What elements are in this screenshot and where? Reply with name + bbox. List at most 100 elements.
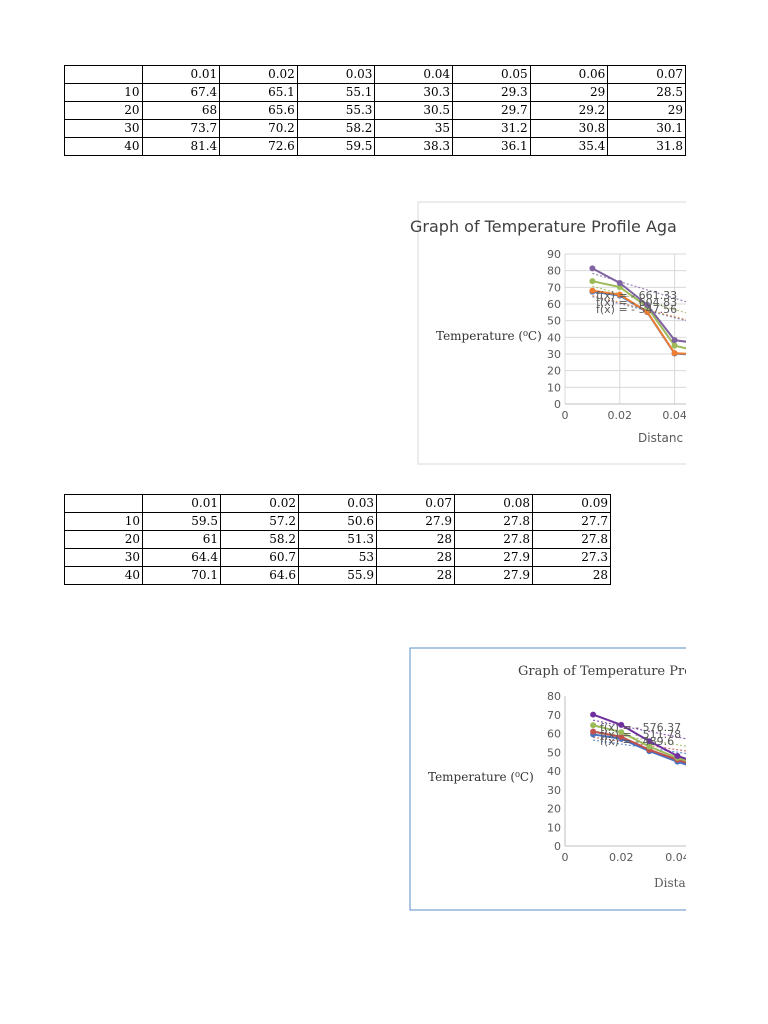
y-tick-label: 70 [547, 709, 561, 722]
chart-2: Graph of Temperature Profile Temperature … [409, 647, 686, 911]
y-tick-label: 30 [547, 348, 561, 361]
table-cell: 36.1 [452, 137, 531, 156]
table-cell: 0.06 [529, 65, 609, 84]
trendline-equation: f(x) = - 604.83 [596, 296, 677, 309]
table-cell: 30.1 [607, 119, 686, 138]
table-cell: 50.6 [298, 512, 377, 531]
x-axis-label: Distanc [638, 431, 683, 445]
table-cell: 70.2 [219, 119, 298, 138]
y-tick-label: 20 [547, 803, 561, 816]
table-cell: 27.3 [532, 548, 611, 567]
table-cell: 61 [142, 530, 221, 549]
table-cell: 27.8 [532, 530, 611, 549]
table-cell: 59.5 [142, 512, 221, 531]
y-tick-label: 90 [547, 248, 561, 261]
x-tick-label: 0.04 [662, 409, 686, 422]
data-point [589, 265, 596, 272]
chart-title: Graph of Temperature Profile Aga [410, 217, 677, 236]
x-tick-label: 0.04 [665, 851, 686, 864]
table-cell: 31.8 [607, 137, 686, 156]
table-row: 20 61 58.2 51.3 28 27.8 27.8 [64, 530, 611, 549]
table-cell: 28 [532, 566, 611, 585]
table-row: 10 67.4 65.1 55.1 30.3 29.3 29 28.5 [64, 83, 686, 102]
data-point [671, 337, 678, 344]
table-cell: 27.9 [376, 512, 455, 531]
data-point [671, 342, 678, 349]
table-cell: 55.9 [298, 566, 377, 585]
y-tick-label: 0 [554, 840, 561, 853]
table-cell: 0.03 [298, 494, 377, 513]
table-cell: 0.01 [142, 494, 221, 513]
data-table-2: 0.01 0.02 0.03 0.07 0.08 0.09 10 59.5 57.2 50.6 27… [64, 494, 611, 585]
table-cell: 30.5 [374, 101, 454, 120]
trendline-equation: f(x) = - 547.56 [596, 303, 677, 316]
y-axis-label: Temperature (⁰C) [428, 770, 534, 784]
data-point [618, 733, 625, 740]
y-tick-label: 30 [547, 784, 561, 797]
table-header-row: 0.01 0.02 0.03 0.04 0.05 0.06 0.07 [64, 65, 686, 84]
y-tick-label: 10 [547, 381, 561, 394]
table-cell: 0.02 [219, 65, 298, 84]
table-cell: 55.3 [296, 101, 376, 120]
table-cell: 29.3 [452, 83, 531, 102]
trendline [592, 295, 686, 321]
table-cell: 35.4 [529, 137, 609, 156]
row-label-cell: 40 [64, 566, 143, 585]
table-cell: 38.3 [374, 137, 454, 156]
trendline-equation: f(x) = - 661.33 [596, 289, 677, 302]
y-tick-label: 50 [547, 746, 561, 759]
table-cell: 0.08 [454, 494, 533, 513]
table-cell: 53 [298, 548, 377, 567]
table-cell: 31.2 [452, 119, 531, 138]
table-cell: 30.8 [529, 119, 609, 138]
row-label-cell [64, 494, 143, 513]
trendline [592, 296, 686, 322]
table-cell: 28.5 [607, 83, 686, 102]
data-point [590, 711, 597, 718]
y-tick-label: 80 [547, 690, 561, 703]
x-tick-label: 0 [562, 409, 569, 422]
row-label-cell: 10 [64, 512, 143, 531]
table-cell: 68 [141, 101, 221, 120]
y-tick-label: 0 [554, 398, 561, 411]
data-point [616, 291, 623, 298]
y-tick-label: 10 [547, 821, 561, 834]
table-cell: 35 [374, 119, 454, 138]
row-label-cell: 40 [64, 137, 143, 156]
trendline-equation: f(x) = - 489.6 [600, 735, 674, 748]
data-point [618, 721, 625, 728]
table-cell: 29 [607, 101, 686, 120]
table-cell: 64.6 [220, 566, 299, 585]
chart-title: Graph of Temperature Profile [518, 664, 686, 679]
x-tick-label: 0.02 [609, 851, 634, 864]
table-cell: 65.1 [219, 83, 298, 102]
y-tick-label: 60 [547, 728, 561, 741]
chart-1: Graph of Temperature Profile Aga Temperat… [410, 201, 686, 465]
table-cell: 0.02 [220, 494, 299, 513]
row-label-cell [64, 65, 143, 84]
chart-frame [417, 201, 686, 465]
table-row: 30 64.4 60.7 53 28 27.9 27.3 [64, 548, 611, 567]
y-tick-label: 50 [547, 315, 561, 328]
table-cell: 70.1 [142, 566, 221, 585]
y-tick-label: 70 [547, 281, 561, 294]
data-point [589, 278, 596, 285]
table-cell: 73.7 [141, 119, 221, 138]
sheet-area: 0.01 0.02 0.03 0.04 0.05 0.06 0.07 10 67.4 65.1 55… [64, 65, 686, 911]
table-cell: 27.8 [454, 512, 533, 531]
table-cell: 0.04 [374, 65, 454, 84]
table-cell: 0.05 [452, 65, 531, 84]
table-cell: 0.07 [376, 494, 455, 513]
table-cell: 81.4 [141, 137, 221, 156]
y-tick-label: 40 [547, 765, 561, 778]
table-row: 40 81.4 72.6 59.5 38.3 36.1 35.4 31.8 [64, 137, 686, 156]
table-cell: 64.4 [142, 548, 221, 567]
data-point [646, 738, 653, 745]
table-cell: 72.6 [219, 137, 298, 156]
table-cell: 29 [529, 83, 609, 102]
table-cell: 55.1 [296, 83, 376, 102]
table-cell: 0.01 [141, 65, 221, 84]
table-cell: 0.09 [532, 494, 611, 513]
table-cell: 0.07 [607, 65, 686, 84]
trendline-equation: f(x) = - 511.78 [600, 728, 681, 741]
